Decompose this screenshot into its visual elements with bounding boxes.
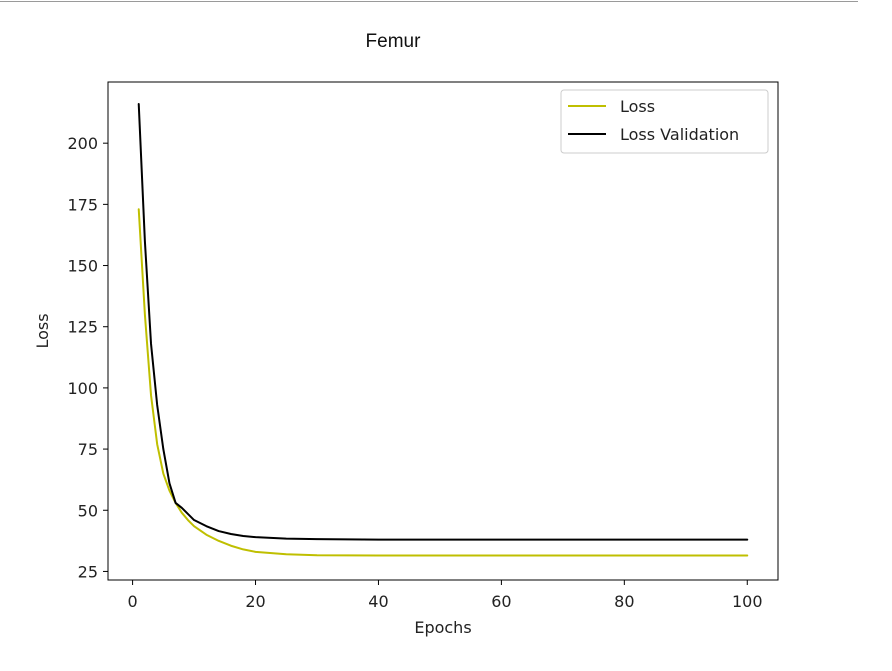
plot-lines (137, 103, 749, 557)
y-tick-label: 125 (67, 318, 98, 337)
top-divider (0, 1, 858, 2)
y-tick-label: 200 (67, 134, 98, 153)
y-tick-label: 25 (78, 562, 98, 581)
axes-frame (107, 81, 779, 581)
x-tick-label: 40 (368, 592, 388, 611)
x-tick-label: 80 (614, 592, 634, 611)
legend-box (560, 89, 769, 154)
y-tick-label: 150 (67, 257, 98, 276)
legend: Loss Loss Validation (560, 89, 769, 154)
x-tick-label: 100 (732, 592, 763, 611)
x-axis-ticks: 0 20 40 60 80 100 (127, 580, 763, 611)
y-tick-label: 175 (67, 195, 98, 214)
series-line-0 (137, 208, 749, 557)
y-tick-label: 75 (78, 440, 98, 459)
x-tick-label: 60 (491, 592, 511, 611)
legend-label-loss-validation: Loss Validation (620, 125, 739, 144)
x-tick-label: 0 (127, 592, 137, 611)
y-axis-label: Loss (33, 313, 52, 348)
series-line-1 (137, 103, 749, 541)
legend-label-loss: Loss (620, 97, 655, 116)
y-axis-ticks: 25 50 75 100 125 150 175 200 (67, 134, 108, 581)
y-tick-label: 100 (67, 379, 98, 398)
x-axis-label: Epochs (414, 618, 471, 637)
x-tick-label: 20 (245, 592, 265, 611)
page-title: Femur (365, 31, 421, 52)
y-tick-label: 50 (78, 501, 98, 520)
